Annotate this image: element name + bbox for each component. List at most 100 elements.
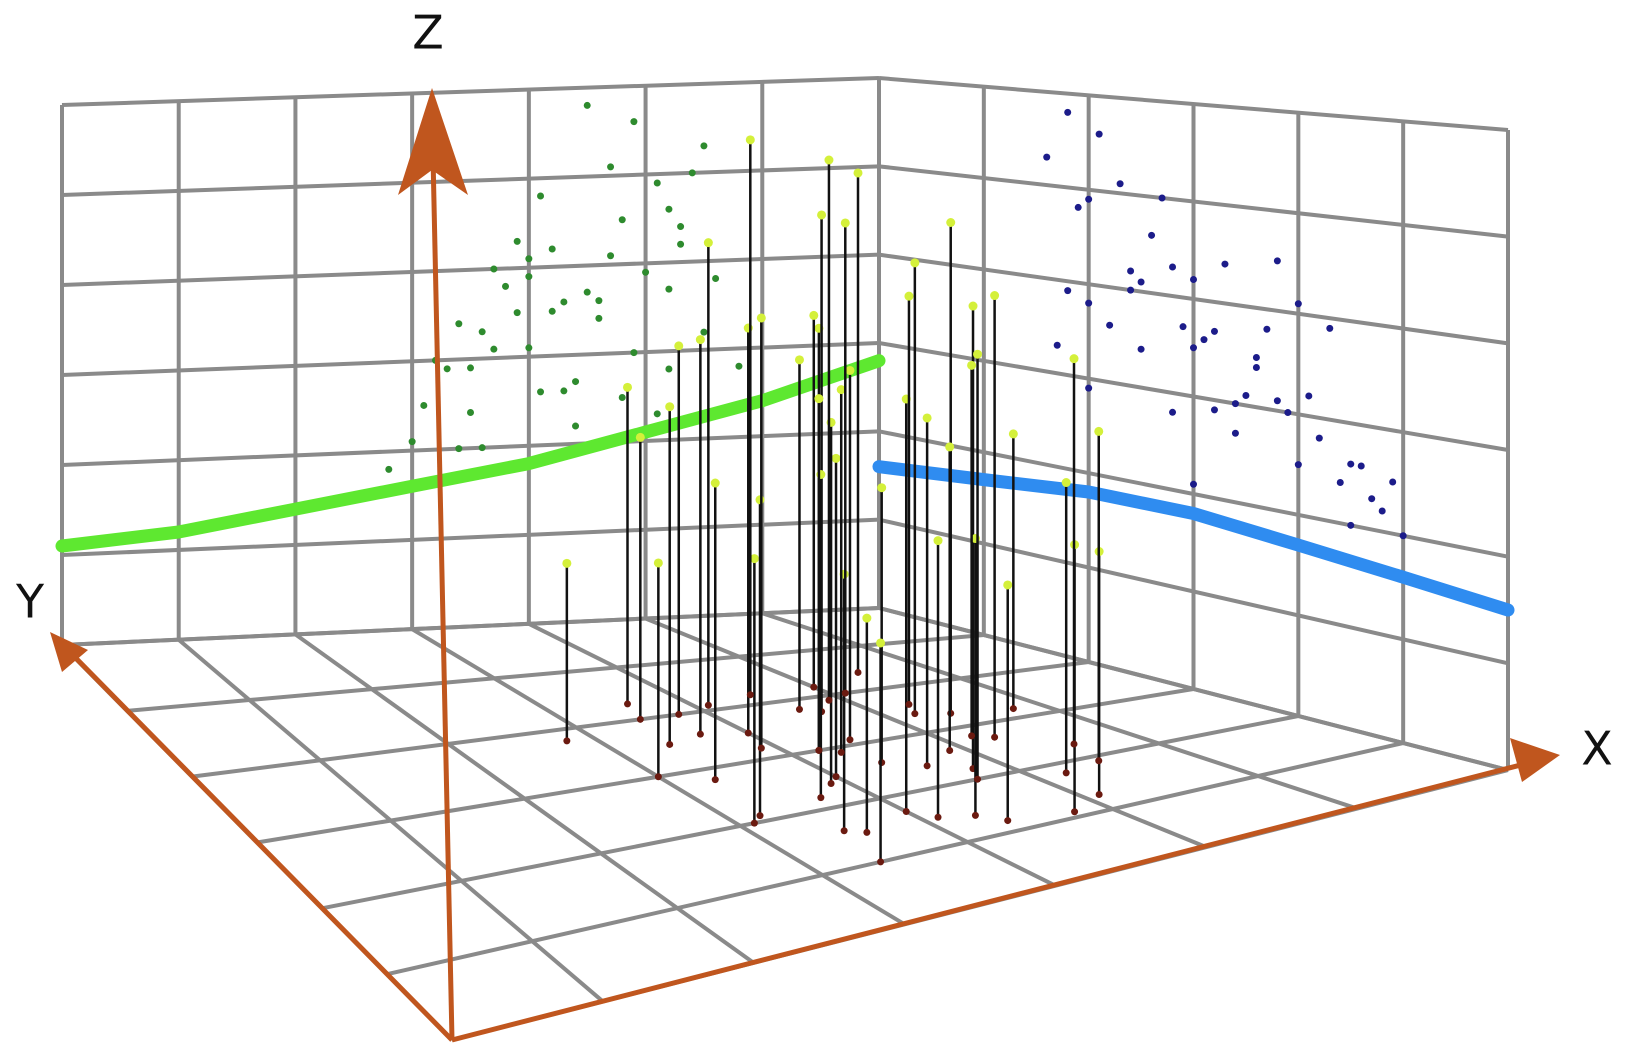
grid [60, 76, 1510, 1042]
stem-top [946, 218, 956, 228]
y-label: Y [15, 575, 45, 629]
grid-line [878, 76, 1509, 132]
stem-base [623, 700, 631, 708]
stem-top [862, 613, 872, 623]
x-arrow [1510, 738, 1560, 782]
xz-projection [665, 365, 673, 373]
xz-projection [455, 320, 463, 328]
stem-base [934, 813, 942, 821]
stem-top [710, 478, 720, 488]
xz-projection [735, 362, 743, 370]
stem-base [756, 812, 764, 820]
xz-projection [583, 288, 591, 296]
xz-projection [548, 245, 556, 253]
grid-line [61, 164, 880, 197]
yz-projection [1137, 345, 1145, 353]
z-axis [429, 109, 455, 1041]
grid-line [878, 252, 1509, 346]
stem-top [817, 210, 827, 220]
stem-base [815, 746, 823, 754]
stem-base [968, 732, 976, 740]
xz-projection [618, 216, 626, 224]
stem-top [1061, 478, 1071, 488]
xz-projection [560, 298, 568, 306]
yz-projection [1294, 461, 1302, 469]
stem-top [922, 413, 932, 423]
grid-line [386, 741, 1404, 977]
yz-projection [1252, 363, 1260, 371]
y-axis [58, 640, 454, 1042]
stem-base [711, 776, 719, 784]
yz-projection [1368, 495, 1376, 503]
stem-base [846, 736, 854, 744]
stem-base [841, 689, 849, 697]
stem-base [854, 668, 862, 676]
stem-top [674, 341, 684, 351]
stem-base [675, 710, 683, 718]
fit-line [55, 354, 886, 553]
xz-projection [665, 285, 673, 293]
grid-line [878, 164, 1509, 239]
xz-projection [478, 328, 486, 336]
xz-projection [712, 274, 720, 282]
stem-top [831, 453, 841, 463]
xz-projection [688, 169, 696, 177]
stem-base [946, 747, 954, 755]
xz-projection [525, 255, 533, 263]
stem-top [622, 382, 632, 392]
z-arrow [398, 88, 468, 195]
stem-base [832, 773, 840, 781]
xz-projection [700, 328, 708, 336]
xz-projection [595, 314, 603, 322]
stem-base [1062, 769, 1070, 777]
stem-top [665, 402, 675, 412]
stem-base [704, 701, 712, 709]
grid-line [61, 252, 880, 287]
grid-line [878, 606, 1509, 772]
xz-projection [490, 265, 498, 273]
yz-projection [1190, 480, 1197, 488]
stem-top [695, 335, 705, 345]
stem-top [653, 558, 663, 568]
xz-projection [467, 364, 474, 372]
stem-top [845, 365, 855, 375]
grid-line [256, 687, 1194, 845]
xz-projection [653, 179, 661, 187]
stem-base [654, 773, 662, 781]
stem-base [636, 715, 644, 723]
stem-top [876, 638, 886, 648]
stem-top [749, 554, 759, 564]
xz-projection [455, 445, 463, 453]
stem-top [973, 349, 983, 359]
stem-base [837, 748, 845, 756]
stem-top [745, 135, 755, 145]
yz-projection [1378, 507, 1386, 515]
xz-projection [618, 393, 626, 401]
yz-projection [1148, 231, 1156, 239]
yz-projection [1158, 194, 1166, 202]
xz-projection [653, 410, 661, 418]
yz-projection [1053, 341, 1061, 349]
yz-projection [1190, 344, 1197, 352]
stem-base [902, 808, 910, 816]
stem-base [1095, 757, 1103, 765]
yz-projection [1074, 203, 1082, 211]
stem-base [905, 700, 913, 708]
stem-base [991, 733, 999, 741]
yz-projection [1137, 278, 1145, 286]
stem-top [755, 495, 765, 505]
grid-line [61, 429, 880, 467]
yz-projection [1252, 354, 1260, 362]
y-arrow [50, 632, 88, 672]
x-label: X [1581, 722, 1613, 776]
stem-base [827, 779, 835, 787]
yz-projection [1399, 532, 1407, 540]
yz-projection [1284, 409, 1292, 417]
grid-line [878, 517, 1509, 666]
stem-top [1003, 580, 1013, 590]
xz-projection [537, 388, 545, 396]
xz-projection [677, 223, 685, 231]
stem-base [1004, 817, 1012, 825]
yz-projection [1273, 257, 1281, 265]
